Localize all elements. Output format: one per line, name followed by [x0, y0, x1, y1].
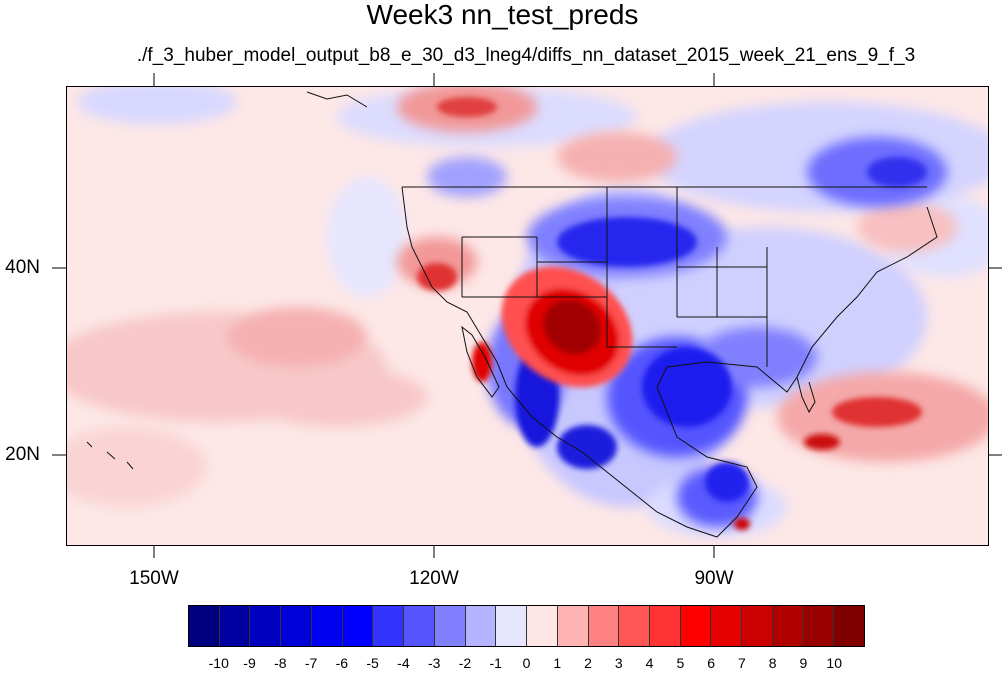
plot-subtitle: ./f_3_huber_model_output_b8_e_30_d3_lneg… — [136, 45, 916, 66]
colorbar-swatch — [557, 606, 589, 646]
coastlines — [86, 91, 938, 538]
colorbar-label: -3 — [427, 655, 441, 671]
colorbar-swatch — [772, 606, 804, 646]
lon-tick-label-90w: 90W — [694, 568, 734, 589]
colorbar-swatch — [650, 606, 681, 646]
colorbar-swatch — [742, 606, 773, 646]
colorbar-label: 9 — [799, 655, 808, 671]
colorbar-swatch — [189, 606, 220, 646]
colorbar-swatch — [834, 606, 865, 646]
colorbar-swatch — [281, 606, 312, 646]
colorbar-label: -8 — [274, 655, 287, 671]
colorbar-label: -4 — [397, 655, 410, 671]
colorbar-swatch — [496, 606, 528, 646]
colorbar-label: 1 — [553, 655, 562, 671]
plot-title: Week3 nn_test_preds — [366, 0, 639, 30]
lat-tick-label-20n: 20N — [5, 444, 40, 465]
lat-tick-label-40n: 40N — [5, 257, 40, 278]
colorbar-swatch — [680, 606, 712, 646]
colorbar-label: 2 — [584, 655, 592, 671]
colorbar-label: -7 — [304, 655, 318, 671]
colorbar-labels: -10 -9 -8 -7 -6 -5 -4 -3 -2 -1 0 1 2 3 4 5 6 7 8 9 10 — [188, 655, 865, 673]
colorbar-label: 3 — [614, 655, 623, 671]
colorbar-swatch — [619, 606, 651, 646]
colorbar — [188, 605, 865, 647]
positive-anomaly-strong — [417, 97, 922, 530]
colorbar-swatch — [527, 606, 558, 646]
colorbar-label: 7 — [738, 655, 746, 671]
colorbar-swatch — [588, 606, 620, 646]
colorbar-label: -6 — [335, 655, 349, 671]
lon-tick-label-120w: 120W — [409, 568, 459, 589]
colorbar-label: -2 — [458, 655, 472, 671]
lon-tick-label-150w: 150W — [129, 568, 179, 589]
colorbar-swatch — [342, 606, 374, 646]
colorbar-swatch — [434, 606, 466, 646]
colorbar-swatch — [373, 606, 405, 646]
colorbar-label: 8 — [768, 655, 777, 671]
colorbar-swatch — [465, 606, 497, 646]
colorbar-swatch — [219, 606, 251, 646]
colorbar-label: 0 — [522, 655, 531, 671]
colorbar-label: 6 — [707, 655, 716, 671]
colorbar-label: 5 — [676, 655, 685, 671]
colorbar-swatch — [404, 606, 435, 646]
colorbar-swatch — [711, 606, 743, 646]
colorbar-swatch — [250, 606, 282, 646]
colorbar-swatch — [803, 606, 835, 646]
colorbar-label: -1 — [489, 655, 502, 671]
colorbar-label: -10 — [208, 655, 229, 671]
map-panel — [66, 86, 989, 546]
colorbar-label: -5 — [366, 655, 379, 671]
colorbar-label: 4 — [645, 655, 654, 671]
colorbar-label: 10 — [826, 655, 842, 671]
filled-contour-map — [67, 87, 988, 545]
colorbar-label: -9 — [243, 655, 256, 671]
colorbar-swatch — [311, 606, 343, 646]
